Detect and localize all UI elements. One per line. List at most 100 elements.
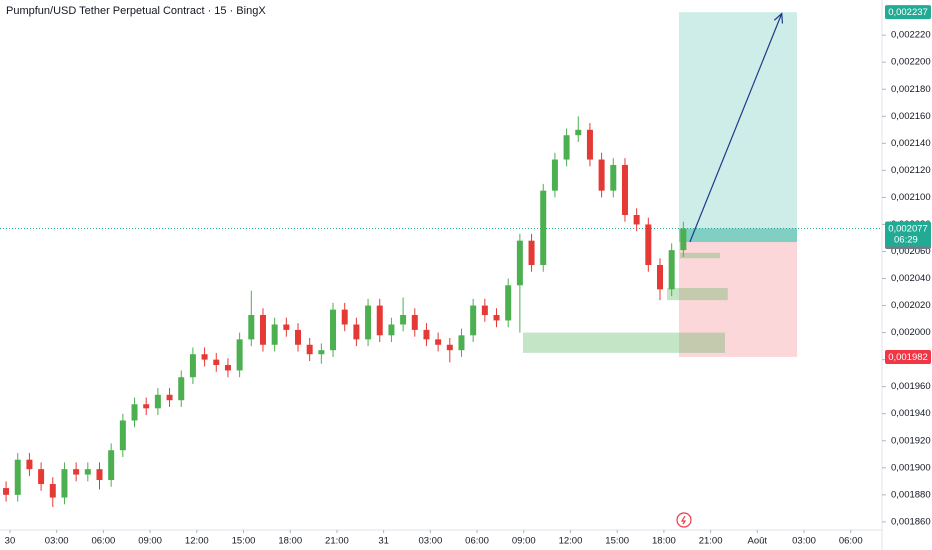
x-tick-label: 31 [378,536,389,547]
candle-body [38,469,45,485]
imbalance-zone [679,252,720,259]
x-tick-label: 30 [5,536,16,547]
candle-body [248,315,255,340]
candle-body [96,469,103,480]
candle-body [26,459,33,470]
candle-body [84,469,91,475]
x-tick-label: 21:00 [699,536,723,547]
y-tick-label: 0,001860 [891,516,931,527]
y-tick-label: 0,001960 [891,381,931,392]
price-badge [885,5,931,20]
y-tick-label: 0,002120 [891,165,931,176]
x-tick-label: 09:00 [138,536,162,547]
candle-body [481,305,488,316]
candle-body [108,450,115,480]
x-tick-label: 15:00 [605,536,629,547]
x-tick-label: 03:00 [792,536,816,547]
candle-body [271,324,278,345]
candle-body [586,129,593,160]
candle-body [516,240,523,286]
x-tick-label: 12:00 [559,536,583,547]
candle-body [633,214,640,225]
chart-title: Pumpfun/USD Tether Perpetual Contract · … [6,5,266,17]
x-tick-label: 06:00 [839,536,863,547]
candle-body [341,309,348,325]
candle-body [376,305,383,336]
y-tick-label: 0,001900 [891,462,931,473]
candle-body [411,315,418,330]
candle-body [189,354,196,378]
x-tick-label: Août [748,536,768,547]
x-tick-label: 03:00 [418,536,442,547]
y-tick-label: 0,001940 [891,408,931,419]
y-tick-label: 0,002180 [891,84,931,95]
event-icon [676,512,692,528]
x-tick-label: 18:00 [652,536,676,547]
candle-body [119,420,126,451]
candle-body [259,315,266,345]
candle-body [213,359,220,366]
plot [0,12,882,508]
candle-body [283,324,290,330]
x-tick-label: 15:00 [232,536,256,547]
last-price-label: 0,002077 [888,224,928,235]
price-badge-label: 0,001982 [888,352,928,363]
y-tick-label: 0,002000 [891,327,931,338]
candle-body [365,305,372,340]
y-tick-label: 0,002160 [891,111,931,122]
stop-loss-zone [678,242,798,357]
candle-body [166,394,173,401]
x-tick-label: 18:00 [278,536,302,547]
candle-body [563,135,570,160]
candle-body [295,329,302,345]
candle-body [680,228,687,251]
candle-body [505,285,512,321]
x-tick-label: 03:00 [45,536,69,547]
arrow-head [773,12,784,24]
take-profit-zone [678,12,798,243]
candle-body [388,324,395,336]
candle-body [493,315,500,321]
candle-body [458,335,465,351]
x-tick-label: 06:00 [465,536,489,547]
candle-body [131,404,138,421]
x-tick-label: 21:00 [325,536,349,547]
candle-body [61,469,68,498]
y-tick-label: 0,002060 [891,246,931,257]
candle-body [14,459,21,495]
y-tick-label: 0,001880 [891,489,931,500]
x-tick-label: 09:00 [512,536,536,547]
candle-body [551,159,558,191]
candle-body [201,354,208,360]
y-tick-label: 0,002220 [891,30,931,41]
candle-body [49,484,56,498]
candle-body [236,339,243,371]
candle-body [154,394,161,409]
candle-body [423,329,430,340]
candle-body [353,324,360,340]
candle-body [598,159,605,191]
candle-body [540,190,547,265]
entry-band [678,228,798,243]
imbalance-zone [522,332,725,353]
candle-body [3,488,10,495]
y-tick-label: 0,002200 [891,57,931,68]
candle-body [528,240,535,265]
y-tick-label: 0,001920 [891,435,931,446]
last-price-badge [885,221,931,247]
candle-body [73,469,80,475]
candle-body [306,344,313,355]
candle-body [668,250,675,290]
countdown: 06:29 [894,235,918,246]
imbalance-zone [667,287,728,301]
candle-body [621,164,628,215]
x-tick-label: 12:00 [185,536,209,547]
y-tick-label: 0,002100 [891,192,931,203]
candle-body [318,350,325,355]
candle-body [470,305,477,336]
y-tick-label: 0,002040 [891,273,931,284]
candle-body [610,164,617,191]
